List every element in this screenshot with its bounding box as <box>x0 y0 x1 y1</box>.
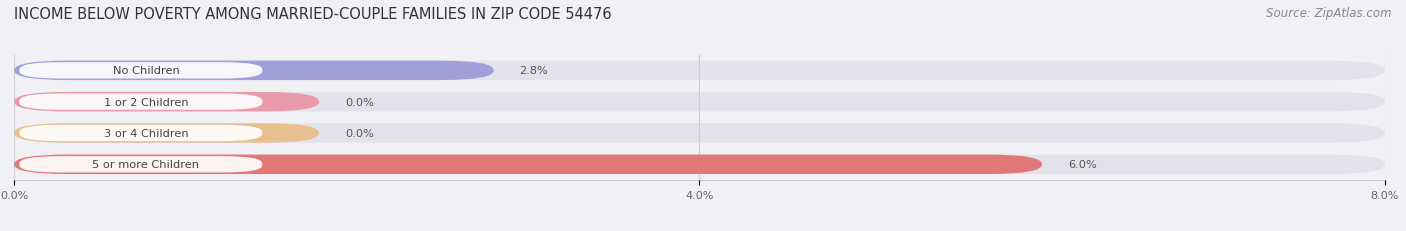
Text: 0.0%: 0.0% <box>344 97 374 107</box>
FancyBboxPatch shape <box>14 93 319 112</box>
Text: 5 or more Children: 5 or more Children <box>93 160 200 170</box>
Text: 1 or 2 Children: 1 or 2 Children <box>104 97 188 107</box>
FancyBboxPatch shape <box>14 155 1385 174</box>
FancyBboxPatch shape <box>14 61 1385 81</box>
Text: INCOME BELOW POVERTY AMONG MARRIED-COUPLE FAMILIES IN ZIP CODE 54476: INCOME BELOW POVERTY AMONG MARRIED-COUPL… <box>14 7 612 22</box>
Text: 0.0%: 0.0% <box>344 128 374 138</box>
FancyBboxPatch shape <box>14 124 1385 143</box>
Text: Source: ZipAtlas.com: Source: ZipAtlas.com <box>1267 7 1392 20</box>
FancyBboxPatch shape <box>14 155 1042 174</box>
FancyBboxPatch shape <box>20 125 263 142</box>
FancyBboxPatch shape <box>14 124 319 143</box>
FancyBboxPatch shape <box>20 156 263 173</box>
FancyBboxPatch shape <box>14 61 494 81</box>
FancyBboxPatch shape <box>20 94 263 110</box>
FancyBboxPatch shape <box>14 93 1385 112</box>
Text: No Children: No Children <box>112 66 180 76</box>
Text: 3 or 4 Children: 3 or 4 Children <box>104 128 188 138</box>
Text: 6.0%: 6.0% <box>1069 160 1097 170</box>
FancyBboxPatch shape <box>20 63 263 79</box>
Text: 2.8%: 2.8% <box>520 66 548 76</box>
